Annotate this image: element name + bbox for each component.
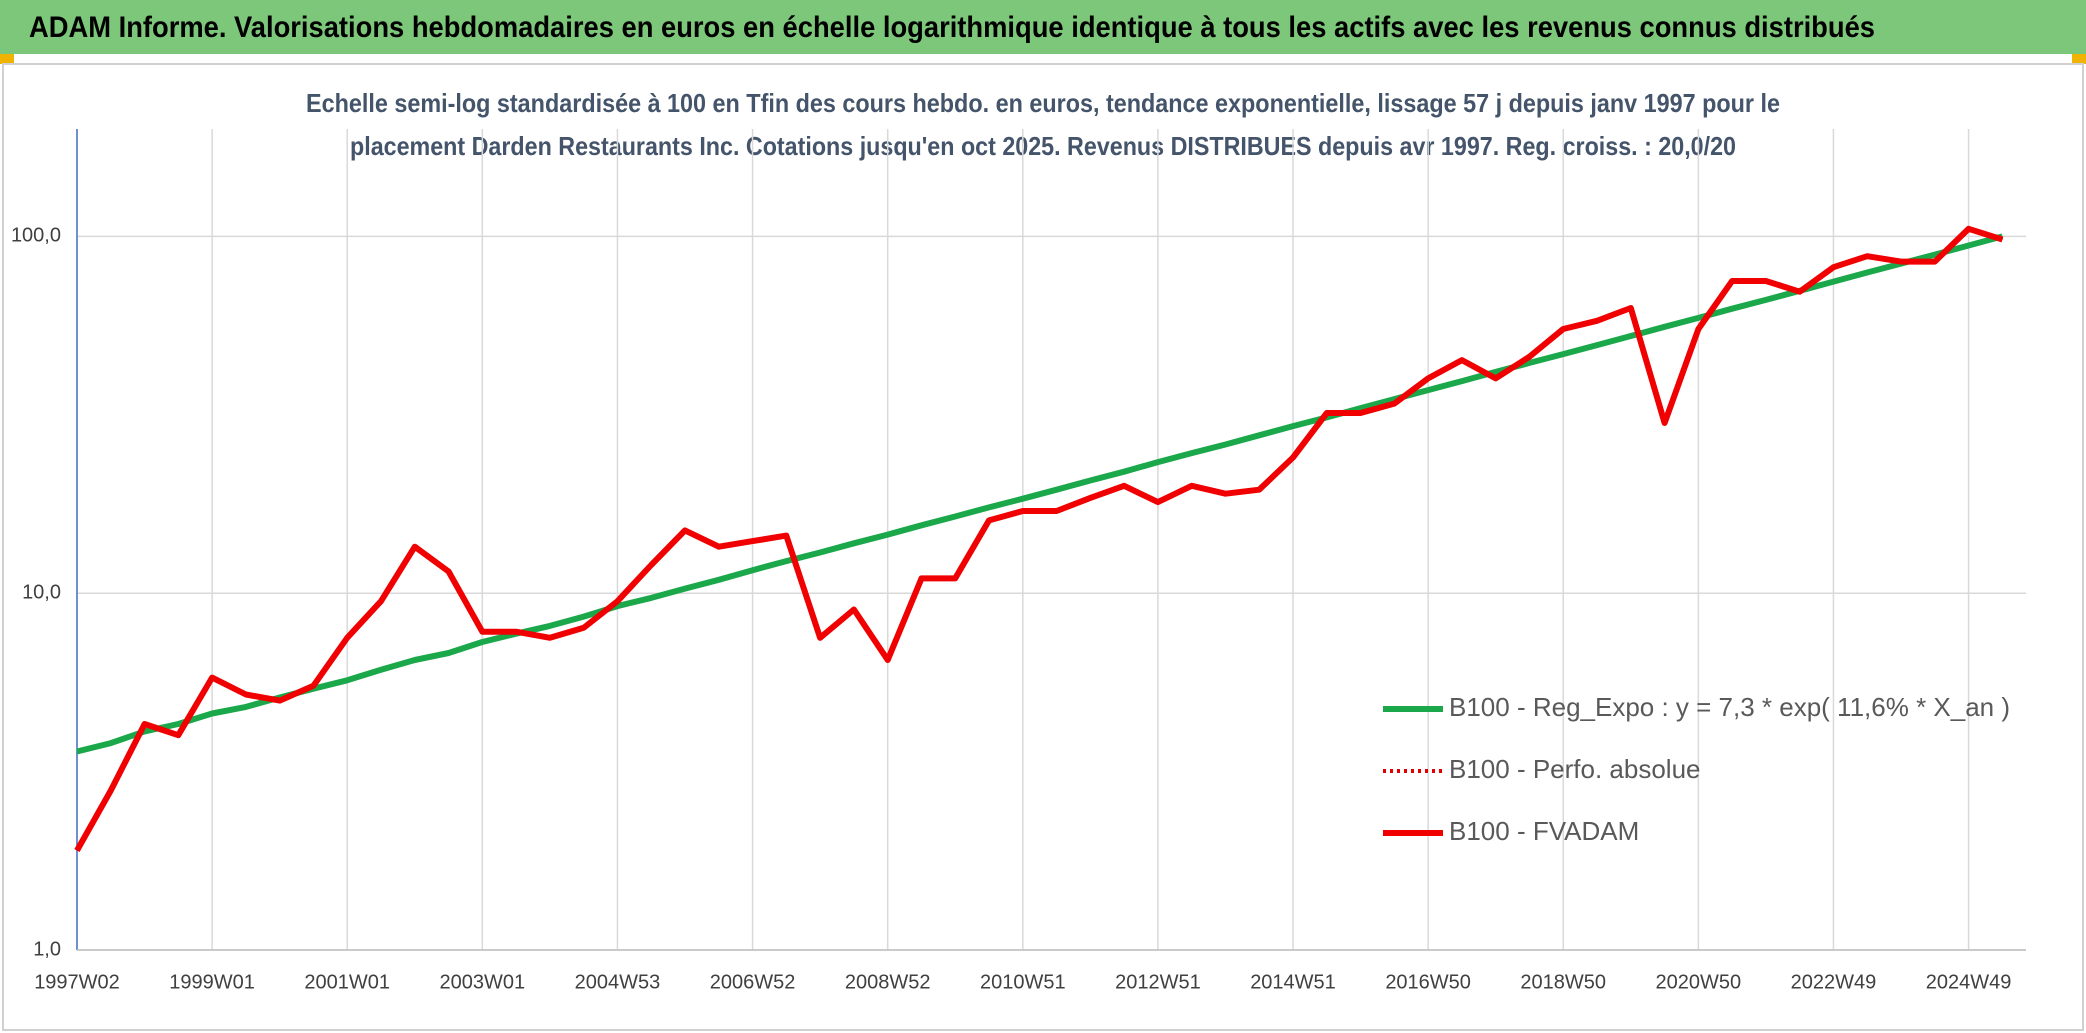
- x-tick-label: 2008W52: [845, 971, 931, 993]
- x-tick-label: 2012W51: [1115, 971, 1201, 993]
- x-tick-label: 2024W49: [1926, 971, 2012, 993]
- legend-label: B100 - FVADAM: [1449, 816, 1639, 846]
- legend-label: B100 - Perfo. absolue: [1449, 754, 1701, 784]
- chart-frame: [2, 63, 2084, 1031]
- corner: [2072, 54, 2086, 64]
- y-tick-label: 100,0: [11, 225, 61, 247]
- x-tick-label: 2018W50: [1520, 971, 1606, 993]
- page-title: ADAM Informe. Valorisations hebdomadaire…: [29, 11, 1875, 44]
- x-tick-label: 2010W51: [980, 971, 1066, 993]
- series-line: [74, 225, 2004, 852]
- x-tick-label: 2001W01: [304, 971, 390, 993]
- corner: [0, 54, 14, 64]
- chart-subtitle: placement Darden Restaurants Inc. Cotati…: [350, 131, 1736, 161]
- header-bar: [0, 0, 2086, 54]
- series-line: [76, 233, 2004, 755]
- x-tick-label: 2006W52: [710, 971, 796, 993]
- x-tick-label: 2022W49: [1791, 971, 1877, 993]
- x-tick-label: 2020W50: [1656, 971, 1742, 993]
- x-tick-label: 2016W50: [1385, 971, 1471, 993]
- x-tick-label: 2003W01: [440, 971, 526, 993]
- y-tick-label: 1,0: [33, 938, 61, 960]
- x-tick-label: 1999W01: [169, 971, 255, 993]
- x-tick-label: 2004W53: [575, 971, 661, 993]
- x-tick-label: 2014W51: [1250, 971, 1336, 993]
- chart-subtitle: Echelle semi-log standardisée à 100 en T…: [306, 88, 1780, 118]
- y-tick-label: 10,0: [22, 581, 61, 603]
- x-tick-label: 1997W02: [34, 971, 120, 993]
- legend-label: B100 - Reg_Expo : y = 7,3 * exp( 11,6% *…: [1449, 692, 2010, 722]
